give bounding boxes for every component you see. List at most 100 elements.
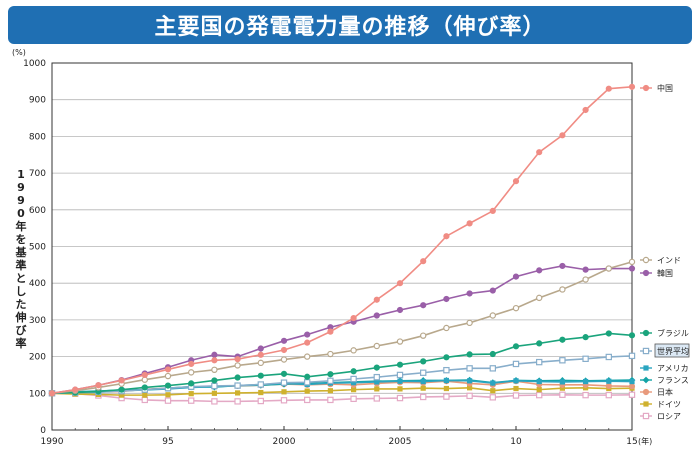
series-4-point — [559, 357, 566, 364]
series-1-point — [280, 356, 288, 363]
series-8-point — [235, 390, 241, 396]
series-8-point — [165, 392, 171, 398]
series-3-point — [257, 372, 264, 379]
series-2-point — [582, 266, 589, 273]
series-2-line — [51, 265, 632, 395]
series-4-point — [280, 379, 288, 386]
series-0-point — [164, 366, 172, 373]
series-1-point — [628, 258, 636, 266]
series-1-point — [211, 366, 218, 374]
series-2-point — [373, 312, 380, 319]
y-axis-label-char: 0 — [17, 207, 25, 220]
series-5-point — [606, 378, 612, 384]
series-3-point — [280, 370, 288, 377]
series-4-point — [443, 366, 450, 374]
series-3-point — [536, 340, 543, 347]
series-0-point — [443, 233, 450, 240]
series-3-point — [164, 382, 172, 389]
series-1-point — [443, 324, 450, 332]
series-5-point — [559, 379, 565, 385]
y-tick-label: 600 — [29, 206, 46, 216]
series-3-point — [559, 336, 566, 343]
series-0-point — [48, 390, 56, 397]
series-1-point — [327, 350, 334, 358]
series-1-point — [559, 286, 566, 293]
series-0-point — [72, 386, 79, 393]
series-9-point — [420, 393, 427, 401]
series-2-point — [512, 273, 520, 280]
series-3-point — [118, 386, 125, 393]
series-2-point — [466, 290, 473, 297]
series-4-point — [257, 381, 265, 388]
series-8-point — [258, 389, 264, 396]
series-8-point — [536, 387, 542, 393]
y-axis-label-char: と — [16, 272, 27, 285]
series-3-point — [420, 358, 427, 365]
legend-swatch-marker — [643, 365, 649, 371]
legend-label: 韓国 — [657, 268, 673, 278]
y-axis-label-char: 率 — [16, 336, 27, 350]
series-3-point — [373, 364, 380, 371]
legend-swatch-marker — [642, 256, 650, 264]
y-axis-label-char: 9 — [17, 181, 25, 194]
series-2-point — [628, 265, 636, 272]
y-tick-label: 700 — [29, 169, 46, 179]
series-3-point — [211, 377, 218, 384]
y-tick-label: 800 — [29, 132, 46, 142]
series-3-point — [582, 334, 589, 341]
series-8-point — [188, 391, 194, 397]
y-tick-label: 100 — [29, 389, 46, 399]
series-0-point — [420, 258, 427, 265]
series-3-point — [350, 368, 357, 375]
y-unit-label: (%) — [12, 48, 26, 57]
series-0-point — [559, 132, 566, 139]
series-3-point — [304, 373, 311, 380]
x-tick-label: 95 — [162, 437, 173, 447]
series-9-point — [234, 398, 241, 405]
y-axis-label-char: 年 — [16, 219, 27, 233]
series-1-point — [373, 342, 380, 350]
series-1-point — [489, 312, 496, 319]
series-4-point — [304, 379, 311, 386]
series-1-point — [605, 265, 613, 272]
legend-swatch-marker — [642, 347, 650, 355]
series-2-point — [280, 337, 288, 344]
y-axis-label-char: び — [16, 323, 28, 337]
legend-swatch-marker — [642, 412, 650, 420]
series-0-point — [396, 280, 404, 287]
y-axis-label-char: 伸 — [15, 310, 27, 324]
series-1-point — [187, 369, 195, 376]
series-2-point — [257, 345, 264, 352]
series-0-point — [536, 149, 543, 156]
legend-label: ロシア — [657, 412, 681, 421]
series-1-point — [164, 372, 172, 380]
legend-swatch-marker — [642, 269, 650, 277]
series-4-point — [628, 352, 636, 360]
series-0-point — [211, 357, 218, 364]
series-0-point — [582, 106, 589, 114]
series-0-point — [489, 207, 496, 215]
x-tick-label: 2000 — [273, 437, 296, 447]
series-3-point — [512, 343, 520, 350]
series-5-point — [629, 378, 635, 385]
series-5-point — [374, 379, 380, 385]
series-5-point — [536, 378, 542, 385]
legend-highlight-box — [654, 343, 690, 358]
legend-label: インド — [657, 256, 681, 265]
legend-label: ドイツ — [657, 400, 681, 409]
series-0-point — [327, 328, 334, 335]
series-0-point — [280, 346, 288, 354]
y-tick-label: 400 — [29, 279, 46, 289]
series-1-line — [51, 261, 633, 395]
series-2-point — [443, 295, 450, 303]
series-0-point — [95, 382, 102, 389]
series-2-point — [420, 302, 427, 309]
legend-label: 世界平均 — [657, 346, 689, 356]
series-4-point — [535, 358, 543, 366]
series-9-point — [582, 391, 589, 399]
legend-swatch-marker — [642, 84, 650, 92]
y-tick-label: 500 — [29, 243, 46, 253]
series-4-point — [396, 371, 404, 379]
series-1-point — [536, 294, 543, 302]
